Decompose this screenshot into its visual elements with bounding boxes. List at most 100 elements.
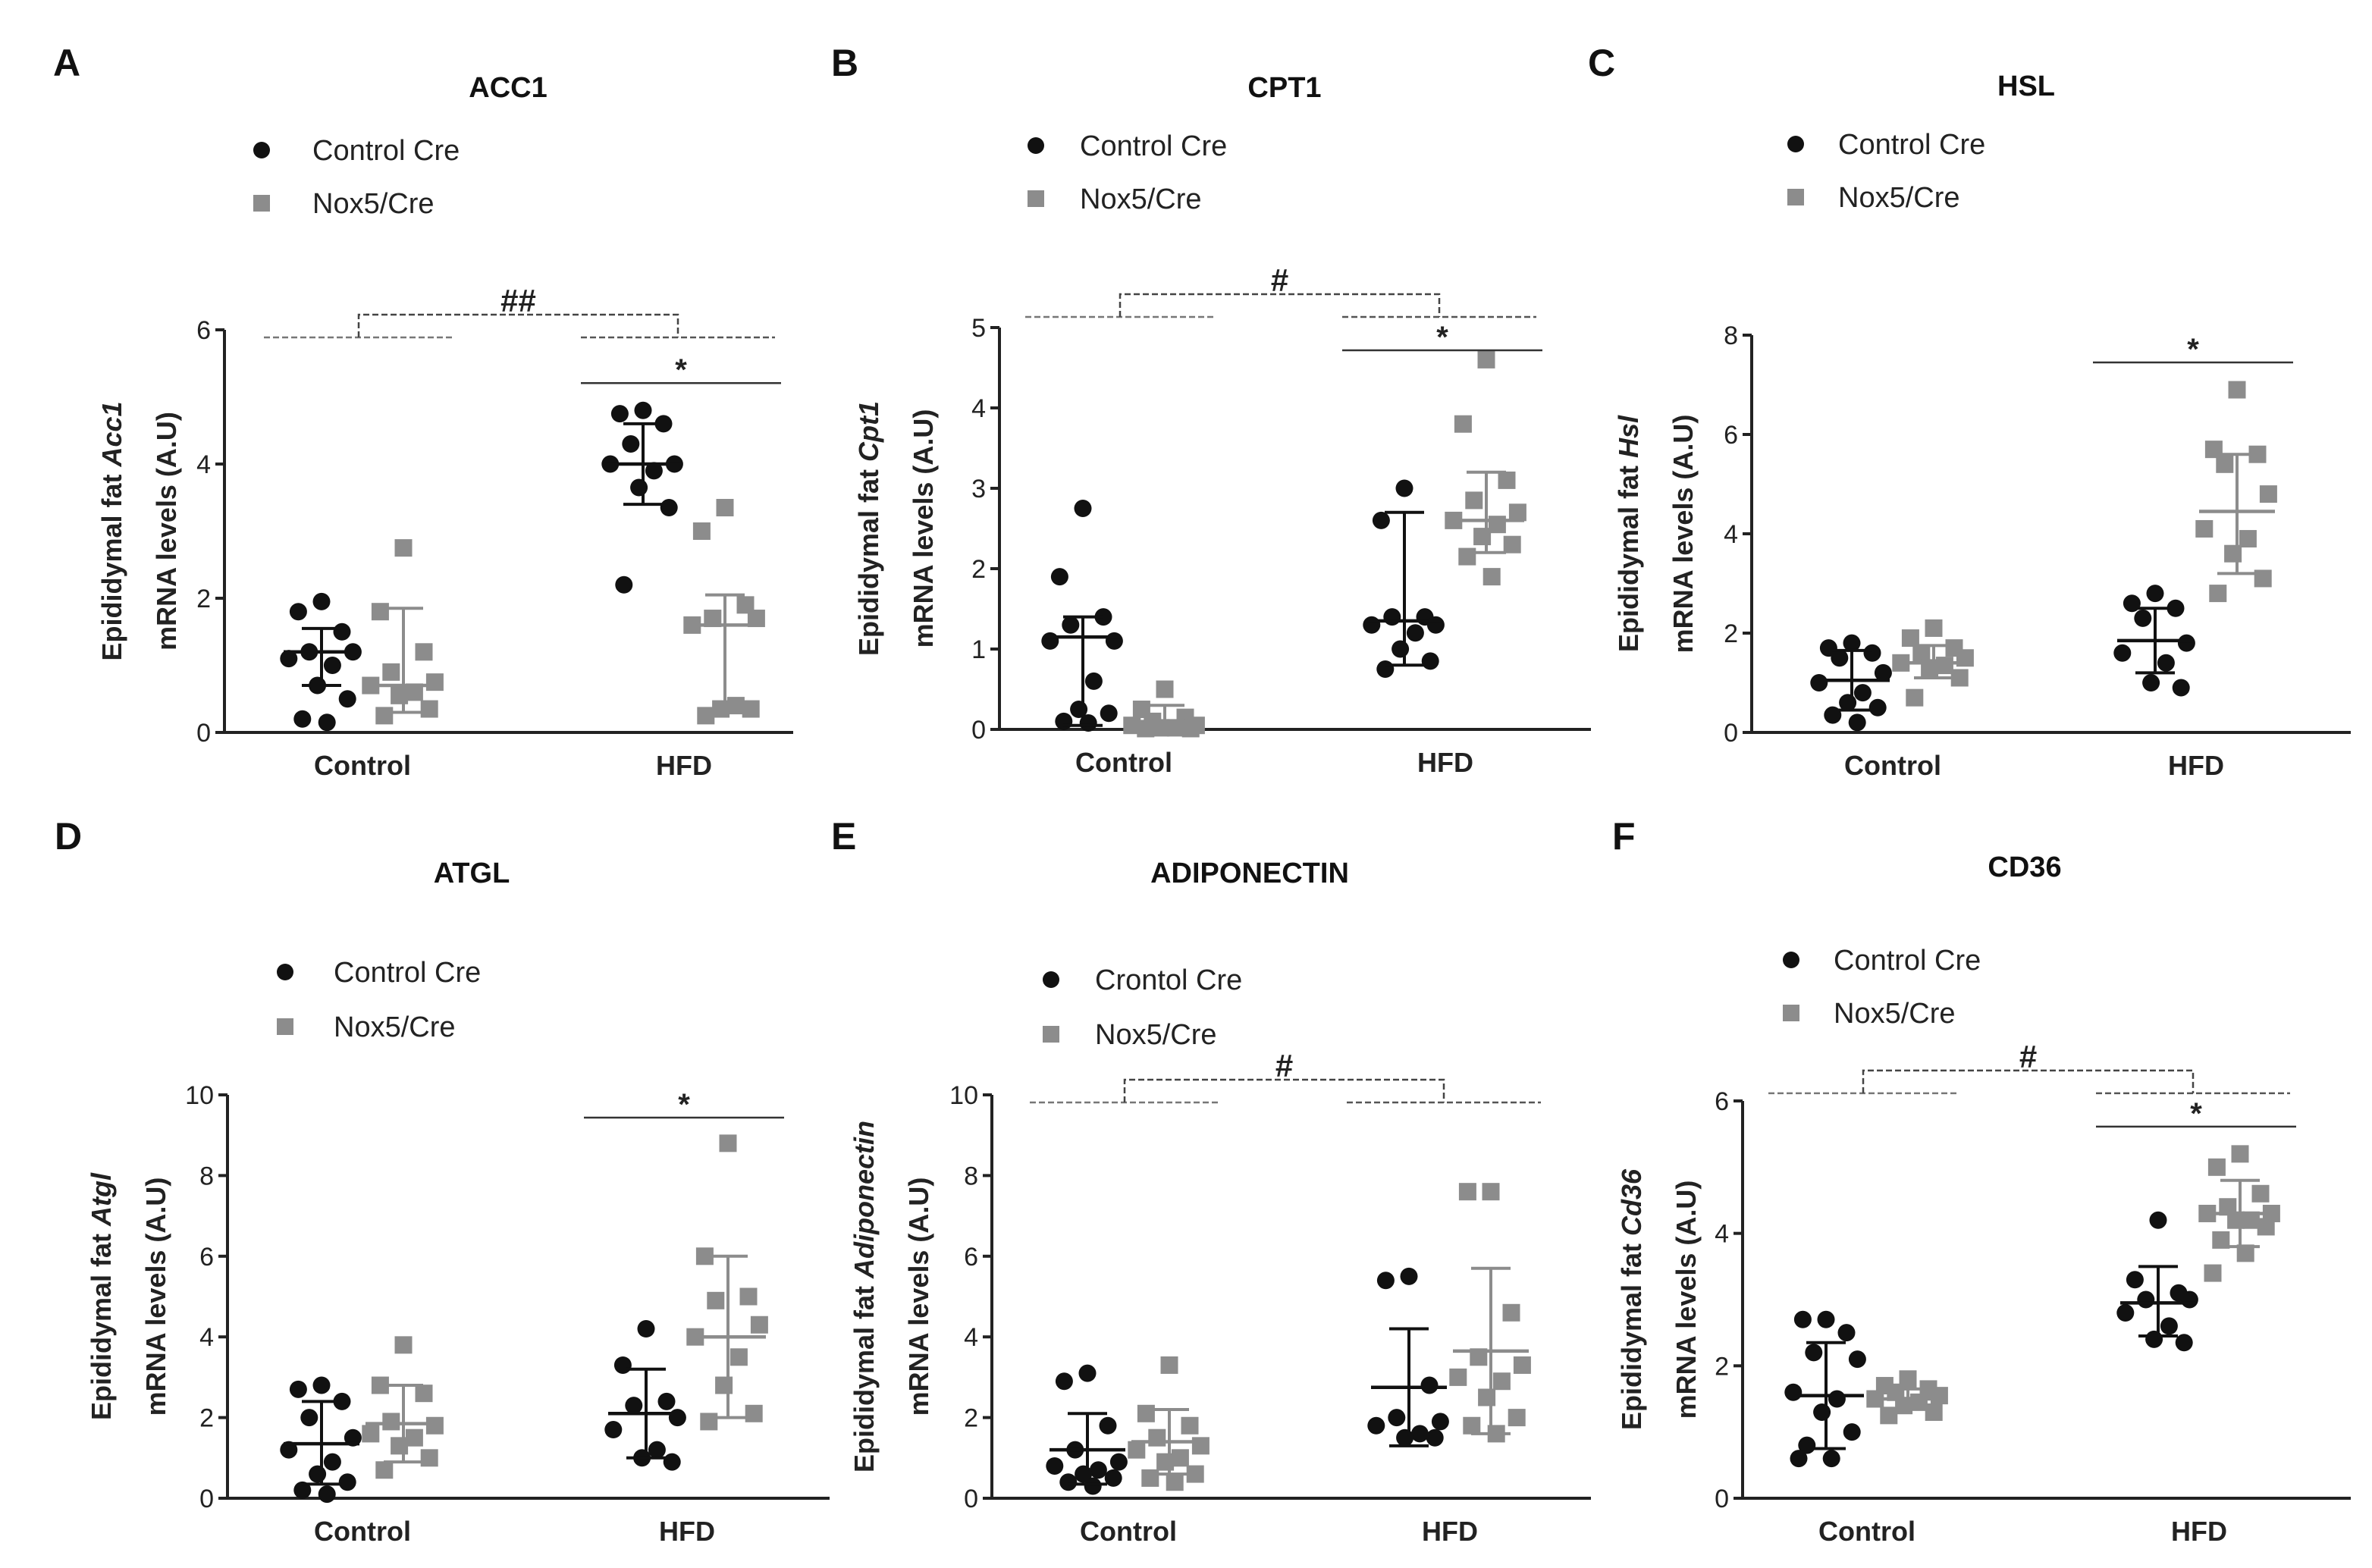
data-point bbox=[736, 596, 755, 614]
data-point bbox=[745, 1404, 763, 1422]
control-cre-group-control bbox=[280, 592, 362, 732]
data-point bbox=[1388, 1409, 1406, 1427]
panel-letter: B bbox=[831, 42, 858, 84]
data-point bbox=[2259, 485, 2277, 503]
data-point bbox=[1843, 634, 1861, 652]
y-label-gene: Acc1 bbox=[96, 401, 127, 467]
data-point bbox=[668, 1409, 686, 1427]
legend-marker-nox5 bbox=[253, 195, 270, 212]
data-point bbox=[293, 1481, 312, 1499]
y-label-gene: Cd36 bbox=[1616, 1168, 1647, 1236]
data-point bbox=[1410, 1425, 1429, 1443]
data-point bbox=[1899, 1370, 1917, 1388]
data-point bbox=[1050, 568, 1068, 586]
data-point bbox=[1363, 616, 1381, 634]
y-tick-label: 6 bbox=[1724, 421, 1738, 450]
data-point bbox=[1868, 698, 1887, 717]
data-point bbox=[657, 1392, 676, 1410]
y-tick-label: 2 bbox=[1715, 1352, 1729, 1381]
data-point bbox=[1421, 652, 1439, 670]
data-point bbox=[1458, 547, 1476, 566]
data-point bbox=[2180, 1290, 2198, 1309]
data-point bbox=[2177, 634, 2195, 652]
legend-marker-control bbox=[1787, 136, 1804, 152]
y-tick-label: 4 bbox=[199, 1323, 214, 1352]
interaction-hash: # bbox=[2019, 1039, 2037, 1074]
data-point bbox=[1477, 350, 1495, 368]
data-point bbox=[2251, 1184, 2270, 1203]
data-point bbox=[1186, 1465, 1204, 1483]
data-point bbox=[312, 592, 331, 610]
legend-marker-control bbox=[1028, 137, 1044, 154]
interaction-bracket bbox=[1123, 1078, 1445, 1102]
control-cre-group-hfd bbox=[2116, 1211, 2198, 1352]
data-point bbox=[2248, 445, 2267, 463]
control-cre-group-control bbox=[1810, 634, 1892, 732]
data-point bbox=[660, 499, 678, 517]
legend-label-nox5: Nox5/Cre bbox=[1834, 998, 1956, 1030]
x-tick-label: Control bbox=[314, 750, 411, 781]
data-point bbox=[1046, 1457, 1064, 1475]
nox5-cre-group-control bbox=[362, 1336, 444, 1479]
data-point bbox=[415, 1385, 433, 1403]
y-axis-label-line2: mRNA levels (A.U) bbox=[140, 1178, 171, 1416]
x-tick-label: Control bbox=[1080, 1516, 1177, 1547]
legend: Control Cre Nox5/Cre bbox=[1787, 129, 1985, 214]
x-tick-label: HFD bbox=[2171, 1516, 2227, 1547]
data-point bbox=[312, 1376, 331, 1394]
data-point bbox=[747, 610, 765, 628]
data-point bbox=[1420, 1376, 1439, 1394]
data-point bbox=[2219, 1198, 2237, 1216]
interaction-bracket bbox=[1862, 1069, 2195, 1093]
y-tick-label: 0 bbox=[964, 1485, 978, 1513]
y-axis-label: Epididymal fat Atgl bbox=[86, 1172, 117, 1420]
data-point bbox=[1181, 720, 1200, 738]
data-point bbox=[382, 663, 400, 681]
data-point bbox=[1059, 1473, 1078, 1491]
interaction-hash: ## bbox=[500, 283, 536, 318]
data-point bbox=[630, 478, 648, 497]
data-point bbox=[1376, 660, 1395, 678]
data-point bbox=[1367, 1416, 1385, 1435]
data-point bbox=[362, 1425, 380, 1443]
data-point bbox=[2236, 1244, 2254, 1262]
x-tick-label: HFD bbox=[656, 750, 712, 781]
y-tick-label: 3 bbox=[971, 475, 986, 503]
y-tick-label: 2 bbox=[1724, 619, 1738, 648]
data-point bbox=[1166, 719, 1184, 737]
y-tick-label: 0 bbox=[1715, 1485, 1729, 1513]
panel-letter: F bbox=[1612, 815, 1636, 858]
panel-c: C HSL Control Cre Nox5/Cre 0 2 4 6 8 Control HFD Ep… bbox=[1588, 42, 2351, 781]
panel-letter: D bbox=[55, 815, 82, 858]
data-point bbox=[634, 401, 652, 419]
data-point bbox=[371, 1376, 389, 1394]
y-label-prefix: Epididymal fat bbox=[849, 1278, 880, 1472]
data-point bbox=[1502, 1303, 1520, 1322]
data-point bbox=[1141, 1469, 1159, 1487]
data-point bbox=[1482, 1183, 1500, 1201]
data-point bbox=[1128, 1441, 1146, 1459]
data-point bbox=[394, 1336, 413, 1354]
data-point bbox=[697, 707, 715, 725]
y-tick-label: 8 bbox=[199, 1162, 214, 1190]
data-point bbox=[1160, 1356, 1178, 1374]
data-point bbox=[1790, 1450, 1808, 1468]
legend-marker-nox5 bbox=[1783, 1005, 1799, 1021]
y-tick-label: 5 bbox=[971, 314, 986, 343]
legend-marker-nox5 bbox=[1043, 1026, 1059, 1043]
legend-label-nox5: Nox5/Cre bbox=[1095, 1019, 1217, 1051]
data-point bbox=[1503, 535, 1521, 554]
data-point bbox=[1813, 1403, 1831, 1421]
data-point bbox=[375, 707, 394, 725]
legend-marker-nox5 bbox=[277, 1018, 293, 1035]
data-point bbox=[333, 622, 351, 641]
y-axis-label: Epididymal fat Hsl bbox=[1613, 415, 1644, 652]
data-point bbox=[1137, 1404, 1155, 1422]
chart-title: CD36 bbox=[1988, 851, 2061, 883]
data-point bbox=[726, 697, 745, 715]
data-point bbox=[1152, 719, 1170, 737]
data-point bbox=[1793, 1310, 1812, 1328]
control-cre-group-control bbox=[1041, 500, 1123, 732]
data-point bbox=[1935, 657, 1953, 675]
